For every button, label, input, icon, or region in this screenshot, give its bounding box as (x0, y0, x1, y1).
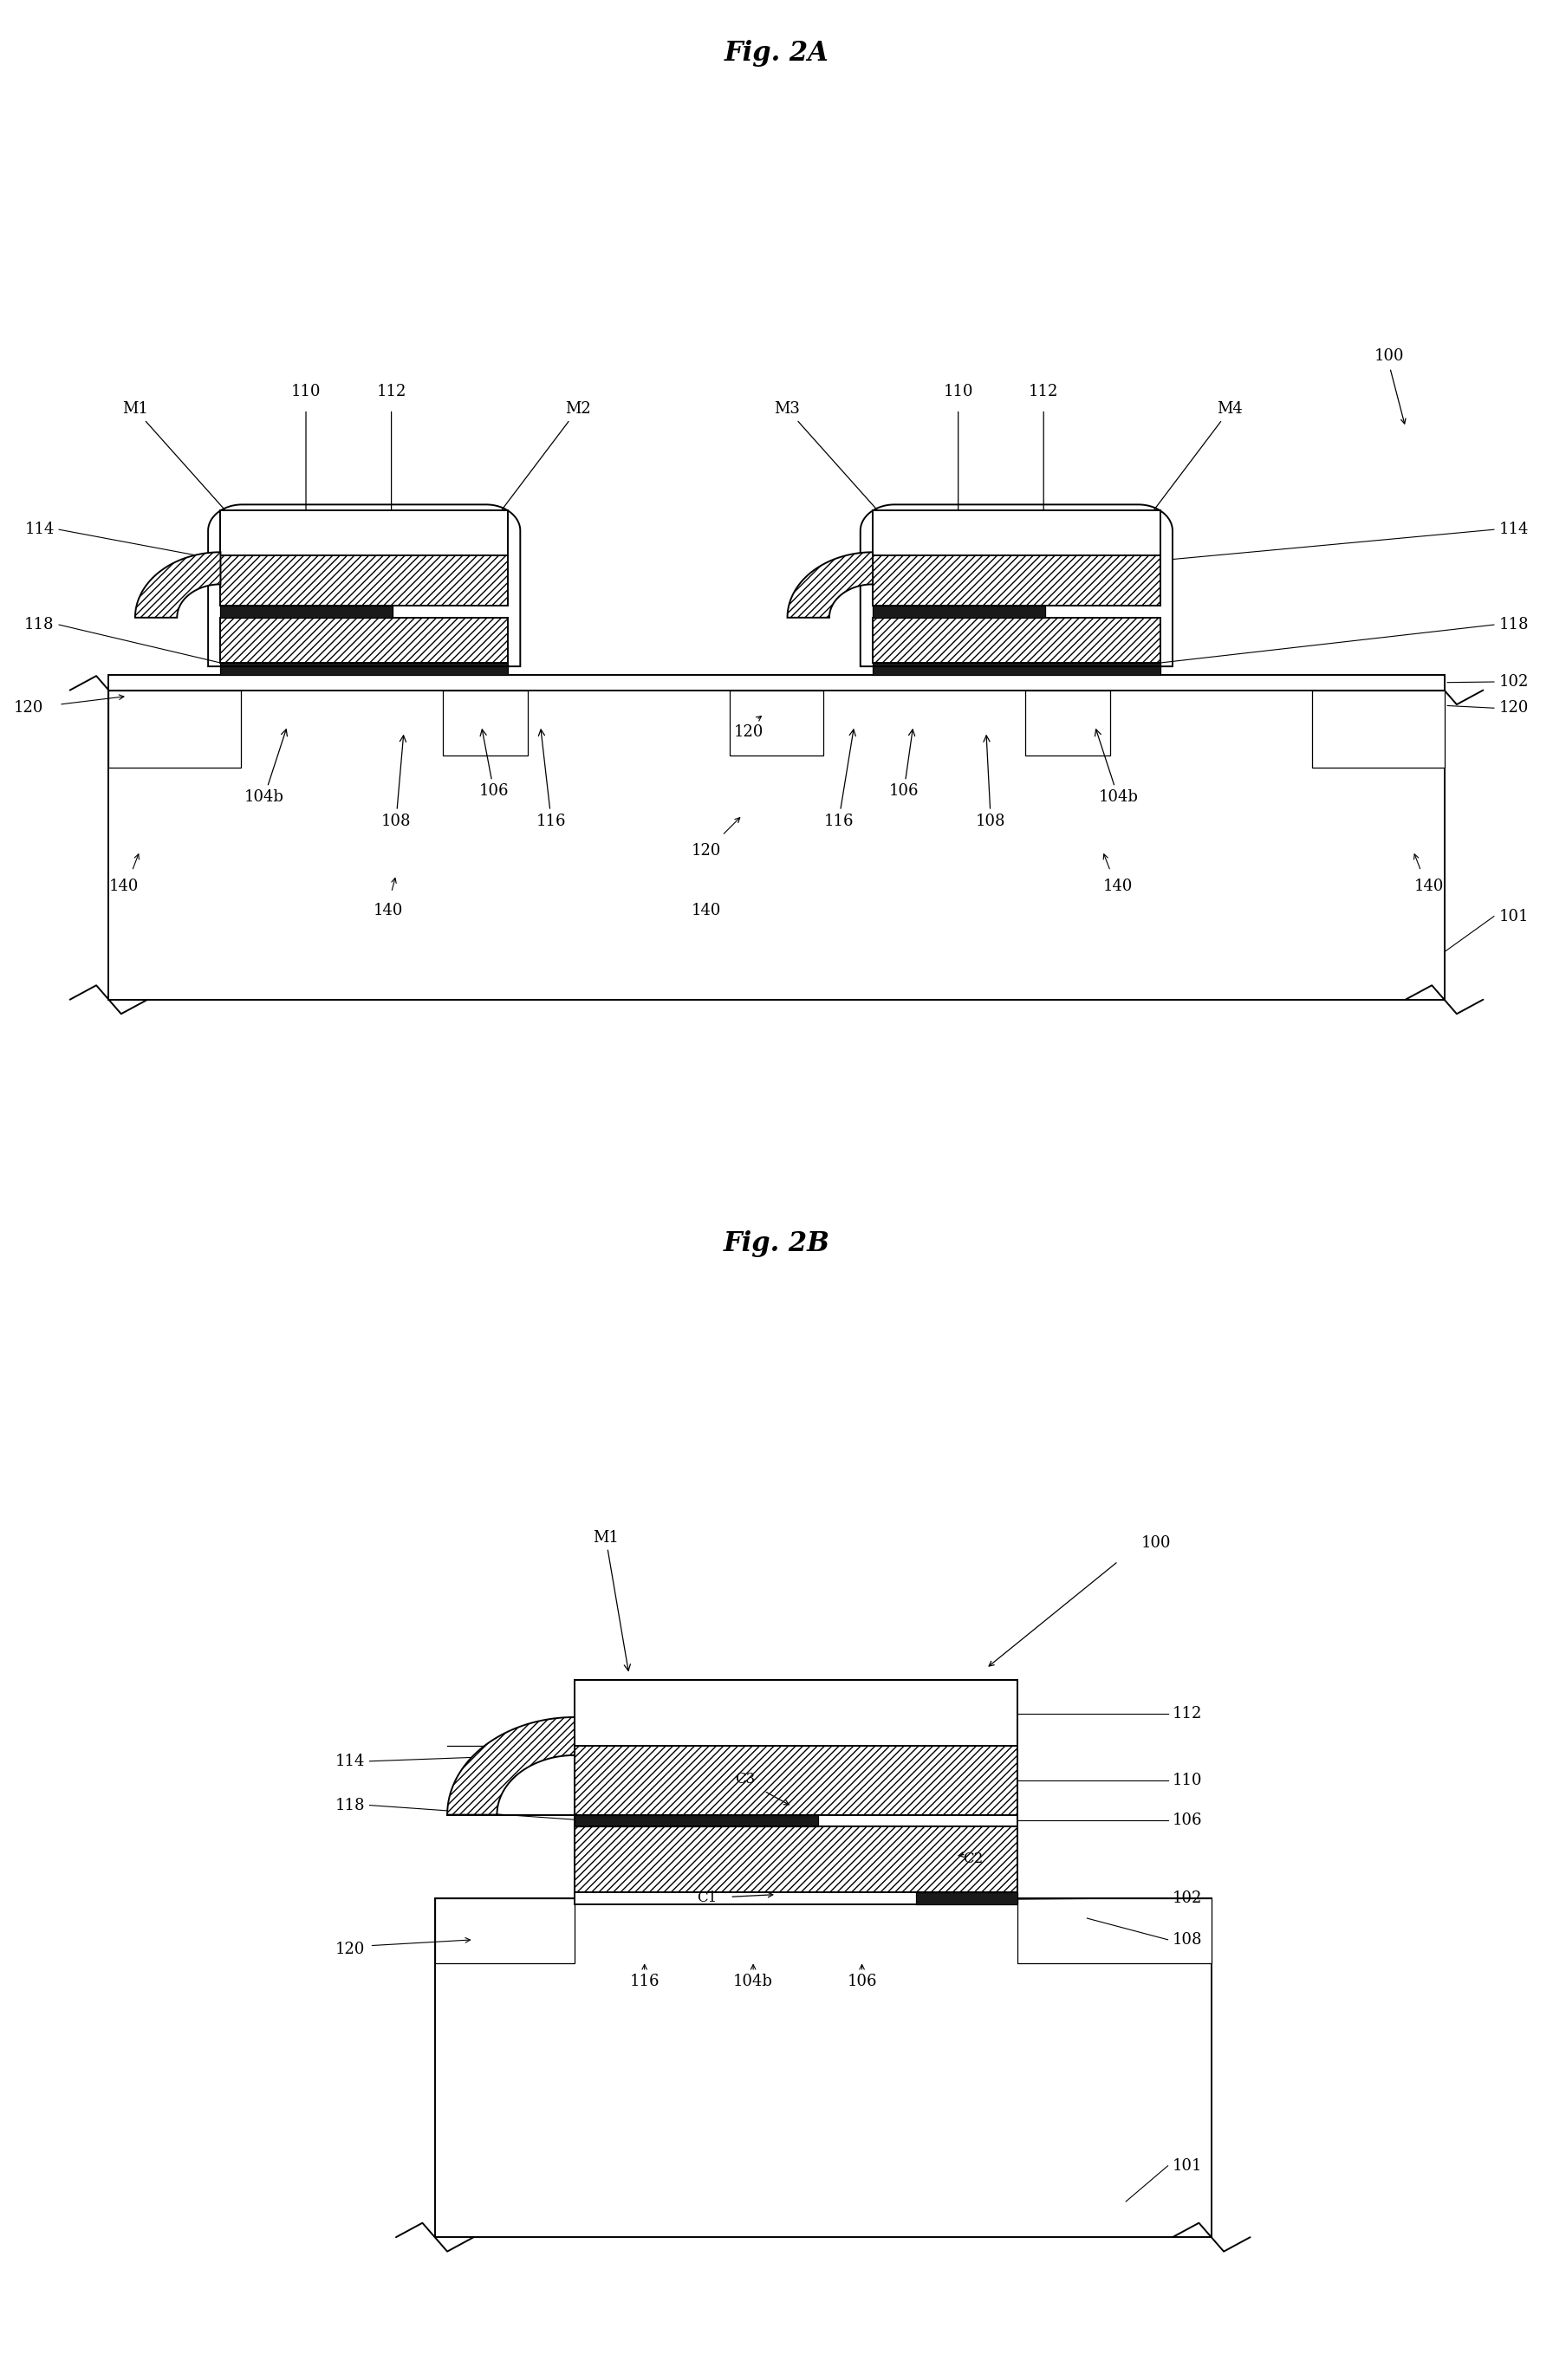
Text: 140: 140 (109, 878, 140, 895)
Text: C3: C3 (736, 1771, 755, 1787)
Text: 108: 108 (975, 735, 1006, 828)
Text: 118: 118 (25, 616, 54, 633)
Bar (221, 664, 508, 676)
Text: 102: 102 (1499, 674, 1528, 690)
Text: 120: 120 (14, 700, 43, 716)
Bar (443, 690, 528, 757)
Bar (1017, 1899, 1211, 1964)
Text: 106: 106 (888, 731, 919, 800)
Bar (109, 690, 241, 766)
Text: M1: M1 (123, 402, 233, 519)
Text: 116: 116 (536, 731, 567, 828)
Text: 106: 106 (1173, 1814, 1202, 1828)
Text: 112: 112 (1173, 1706, 1202, 1721)
Bar (916, 1892, 1017, 1904)
Text: 104b: 104b (733, 1973, 773, 1990)
Bar (109, 690, 1444, 1000)
Text: 116: 116 (823, 731, 856, 828)
Text: 101: 101 (1173, 2159, 1202, 2173)
Bar (873, 557, 1160, 607)
Text: M2: M2 (494, 402, 590, 519)
Text: 100: 100 (1141, 1535, 1171, 1552)
Text: C1: C1 (697, 1890, 716, 1906)
Text: M3: M3 (775, 402, 885, 519)
Text: 108: 108 (1173, 1933, 1202, 1947)
Bar (873, 607, 1045, 619)
Text: 101: 101 (1499, 909, 1528, 923)
Bar (873, 512, 1160, 557)
Text: 140: 140 (373, 902, 404, 919)
Polygon shape (787, 552, 873, 619)
Bar (435, 1899, 575, 1964)
Text: 116: 116 (629, 1973, 660, 1990)
Bar (575, 1828, 1017, 1892)
Bar (109, 676, 1444, 690)
Text: 120: 120 (1499, 700, 1528, 716)
Text: 120: 120 (733, 724, 764, 740)
Text: 112: 112 (1028, 383, 1059, 400)
Bar (1025, 690, 1110, 757)
Text: 118: 118 (335, 1797, 365, 1814)
Bar (221, 607, 393, 619)
Text: 140: 140 (691, 902, 722, 919)
Polygon shape (135, 552, 221, 619)
Text: 106: 106 (478, 728, 509, 800)
Text: 120: 120 (335, 1942, 365, 1956)
Text: Fig. 2B: Fig. 2B (724, 1230, 829, 1257)
Text: 114: 114 (25, 521, 54, 538)
Bar (575, 1680, 1017, 1747)
Text: C2: C2 (963, 1852, 983, 1866)
Text: 110: 110 (943, 383, 974, 400)
Text: 114: 114 (1499, 521, 1528, 538)
Text: M1: M1 (593, 1530, 631, 1671)
Text: 120: 120 (691, 843, 722, 859)
Text: 100: 100 (1374, 347, 1404, 364)
Bar (873, 619, 1160, 664)
Bar (221, 557, 508, 607)
Text: 112: 112 (376, 383, 407, 400)
Text: 108: 108 (380, 735, 412, 828)
Text: 104b: 104b (1095, 728, 1138, 804)
Text: 118: 118 (1499, 616, 1528, 633)
Bar (221, 512, 508, 557)
Bar (730, 690, 823, 757)
Bar (221, 619, 508, 664)
Text: M4: M4 (1146, 402, 1242, 519)
Text: 102: 102 (1173, 1890, 1202, 1906)
Bar (575, 1892, 1017, 1904)
Bar (575, 1816, 818, 1828)
Text: 106: 106 (846, 1973, 877, 1990)
Bar (575, 1747, 1017, 1816)
Text: 110: 110 (290, 383, 321, 400)
Bar (1312, 690, 1444, 766)
Bar (435, 1899, 1211, 2237)
Text: 114: 114 (335, 1754, 365, 1768)
Text: 140: 140 (1413, 878, 1444, 895)
Text: Fig. 2A: Fig. 2A (724, 40, 829, 67)
Polygon shape (447, 1718, 575, 1816)
Text: 104b: 104b (244, 728, 287, 804)
Text: 110: 110 (1173, 1773, 1202, 1787)
Text: 140: 140 (1103, 878, 1134, 895)
Bar (873, 664, 1160, 676)
